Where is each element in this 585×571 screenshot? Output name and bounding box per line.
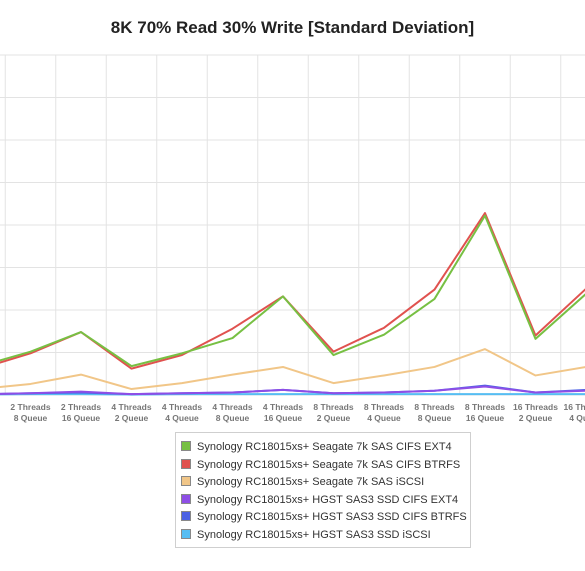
legend-swatch bbox=[181, 441, 191, 452]
chart-title: 8K 70% Read 30% Write [Standard Deviatio… bbox=[110, 18, 475, 37]
x-tick-label: 4 Threads 16 Queue bbox=[263, 402, 303, 423]
legend-label: Synology RC18015xs+ HGST SAS3 SSD iSCSI bbox=[197, 528, 431, 541]
legend-label: Synology RC18015xs+ Seagate 7k SAS iSCSI bbox=[197, 476, 425, 488]
x-tick-label: 8 Threads 2 Queue bbox=[313, 402, 353, 423]
legend-label: Synology RC18015xs+ Seagate 7k SAS CIFS … bbox=[197, 458, 461, 471]
legend-swatch bbox=[181, 528, 191, 539]
legend-item: Synology RC18015xs+ HGST SAS3 SSD CIFS E… bbox=[181, 492, 466, 508]
x-tick-label: 8 Threads 8 Queue bbox=[414, 402, 454, 423]
legend-item: Synology RC18015xs+ HGST SAS3 SSD iSCSI bbox=[181, 527, 466, 543]
series-line-1 bbox=[0, 212, 585, 370]
grid bbox=[0, 54, 585, 396]
x-tick-label: 8 Threads 16 Queue bbox=[465, 402, 505, 423]
legend-swatch bbox=[181, 476, 191, 487]
legend-swatch bbox=[181, 493, 191, 504]
series-line-3 bbox=[0, 385, 585, 396]
legend-swatch bbox=[181, 511, 191, 522]
legend-item: Synology RC18015xs+ Seagate 7k SAS iSCSI bbox=[181, 474, 466, 490]
series-line-0 bbox=[0, 214, 585, 368]
x-tick-label: 4 Threads 2 Queue bbox=[111, 402, 151, 423]
series-lines bbox=[0, 212, 585, 396]
legend-item: Synology RC18015xs+ HGST SAS3 SSD CIFS B… bbox=[181, 509, 467, 525]
legend-item: Synology RC18015xs+ Seagate 7k SAS CIFS … bbox=[181, 457, 466, 473]
x-tick-label: 2 Threads 8 Queue bbox=[10, 402, 50, 423]
x-tick-label: 16 Threads 2 Queue bbox=[513, 402, 558, 423]
x-tick-label: 2 Threads 16 Queue bbox=[61, 402, 101, 423]
legend-label: Synology RC18015xs+ Seagate 7k SAS CIFS … bbox=[197, 441, 452, 453]
legend: Synology RC18015xs+ Seagate 7k SAS CIFS … bbox=[175, 432, 471, 548]
x-tick-label: 8 Threads 4 Queue bbox=[364, 402, 404, 423]
x-tick-label: 4 Threads 8 Queue bbox=[212, 402, 252, 423]
legend-swatch bbox=[181, 458, 191, 469]
x-tick-label: 4 Threads 4 Queue bbox=[162, 402, 202, 423]
legend-label: Synology RC18015xs+ HGST SAS3 SSD CIFS E… bbox=[197, 493, 459, 506]
legend-item: Synology RC18015xs+ Seagate 7k SAS CIFS … bbox=[181, 439, 466, 455]
series-line-2 bbox=[0, 348, 585, 391]
legend-label: Synology RC18015xs+ HGST SAS3 SSD CIFS B… bbox=[197, 511, 467, 523]
